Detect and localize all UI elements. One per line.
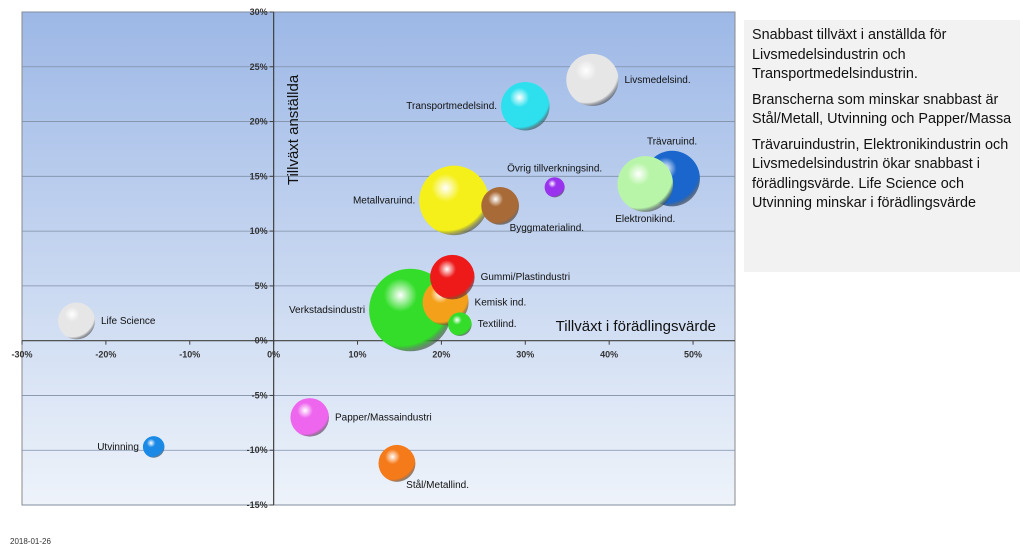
label-tr-varuind: Trävaruind. <box>647 137 697 148</box>
label-life-science: Life Science <box>101 316 156 327</box>
label-st-l-metallind: Stål/Metallind. <box>406 479 469 491</box>
bubble-vrig-tillverkningsind <box>544 177 565 198</box>
y-tick-label-3: 15% <box>250 171 268 181</box>
label-transportmedelsind: Transportmedelsind. <box>406 101 497 112</box>
y-tick-label-1: 25% <box>250 62 268 72</box>
bubble-byggmaterialind <box>481 187 520 225</box>
bubble-labels: Livsmedelsind. Transportmedelsind. Trävaru… <box>97 75 697 491</box>
label-metallvaruind: Metallvaruind. <box>353 195 415 206</box>
bubble-elektronikind <box>617 156 674 212</box>
x-tick-label-6: 30% <box>516 350 534 360</box>
x-axis-title: Tillväxt i förädlingsvärde <box>556 318 716 335</box>
note-3: Trävaruindustrin, Elektronikindustrin oc… <box>752 136 1009 212</box>
notes-panel: Snabbast tillväxt i anställda för Livsme… <box>744 20 1020 272</box>
label-verkstadsindustri: Verkstadsindustri <box>289 305 365 316</box>
bubble-gummi-plastindustri <box>430 254 475 300</box>
y-tick-label-5: 5% <box>255 281 268 291</box>
x-tick-label-0: -30% <box>11 350 32 360</box>
x-tick-label-1: -20% <box>95 350 116 360</box>
label-textilind: Textilind. <box>478 319 517 330</box>
y-tick-label-9: -15% <box>247 500 268 510</box>
y-tick-label-2: 20% <box>250 117 268 127</box>
y-tick-label-4: 10% <box>250 226 268 236</box>
y-axis-title: Tillväxt anställda <box>285 74 302 185</box>
x-tick-labels: -30% -20% -10% 0% 10% 20% 30% 40% 50% <box>11 350 702 360</box>
note-1: Snabbast tillväxt i anställda för Livsme… <box>752 27 947 82</box>
bubbles <box>58 53 700 482</box>
bubble-papper-massaindustri <box>290 398 329 437</box>
x-tick-label-2: -10% <box>179 350 200 360</box>
y-tick-label-6: 0% <box>255 336 268 346</box>
bubble-chart: -30% -20% -10% 0% 10% 20% 30% 40% 50% 30% 25% 20% 1… <box>11 7 736 510</box>
x-tick-label-3: 0% <box>267 350 280 360</box>
label-livsmedelsind: Livsmedelsind. <box>625 75 691 86</box>
y-tick-labels: 30% 25% 20% 15% 10% 5% 0% -5% -10% -15% <box>247 7 268 510</box>
bubble-life-science <box>58 302 95 340</box>
label-vrig-tillverkningsind: Övrig tillverkningsind. <box>507 162 602 174</box>
y-tick-label-8: -10% <box>247 445 268 455</box>
axes <box>21 11 735 506</box>
y-tick-label-7: -5% <box>252 390 268 400</box>
date-stamp: 2018-01-26 <box>10 537 51 546</box>
x-tick-label-8: 50% <box>684 350 702 360</box>
note-2: Branscherna som minskar snabbast är Stål… <box>752 91 1012 128</box>
label-papper-massaindustri: Papper/Massaindustri <box>335 412 432 423</box>
label-kemisk-ind: Kemisk ind. <box>475 297 527 308</box>
label-elektronikind: Elektronikind. <box>615 214 675 225</box>
bubble-transportmedelsind <box>501 81 550 131</box>
x-tick-label-5: 20% <box>432 350 450 360</box>
bubble-metallvaruind <box>419 165 489 236</box>
label-byggmaterialind: Byggmaterialind. <box>510 223 584 234</box>
bubble-livsmedelsind <box>566 53 619 107</box>
plot-area <box>21 11 736 506</box>
bubble-textilind <box>448 312 472 337</box>
label-gummi-plastindustri: Gummi/Plastindustri <box>481 272 570 283</box>
bubble-st-l-metallind <box>378 444 416 482</box>
x-tick-label-7: 40% <box>600 350 618 360</box>
bubble-utvinning <box>142 436 165 458</box>
label-utvinning: Utvinning <box>97 442 139 453</box>
y-tick-label-0: 30% <box>250 7 268 17</box>
x-tick-label-4: 10% <box>349 350 367 360</box>
